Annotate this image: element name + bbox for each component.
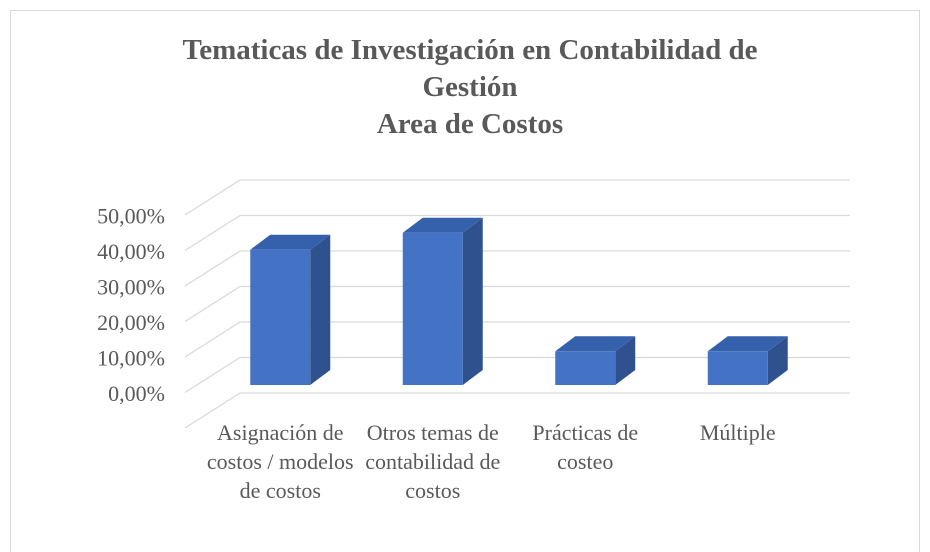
bar-side	[310, 234, 331, 385]
bar-top	[402, 217, 483, 233]
x-tick-label: Asignación de costos / modelos de costos	[206, 420, 354, 503]
grid-line	[184, 179, 850, 216]
y-tick-label: 30,00%	[97, 275, 165, 300]
y-tick-label: 10,00%	[97, 346, 165, 371]
bar-top	[250, 234, 331, 250]
y-tick-label: 20,00%	[97, 310, 165, 335]
grid-line	[184, 214, 850, 252]
bar	[250, 249, 311, 385]
grid-line	[184, 321, 850, 358]
bar	[555, 351, 616, 385]
chart-subtitle: Area de Costos	[376, 108, 564, 140]
bar	[402, 232, 463, 385]
grid-line	[184, 392, 850, 429]
bar-top	[555, 336, 636, 352]
bar-side	[767, 336, 788, 385]
x-tick-label: Múltiple	[699, 420, 776, 445]
x-tick-label: Otros temas de contabilidad de costos	[365, 420, 501, 503]
chart-title: Tematicas de Investigación en Contabilid…	[182, 34, 758, 103]
y-tick-label: 40,00%	[97, 239, 165, 264]
grid-line	[184, 356, 850, 394]
y-tick-label: 50,00%	[97, 204, 165, 229]
y-tick-label: 0,00%	[108, 381, 165, 406]
bar	[707, 351, 768, 385]
x-tick-label: Prácticas de costeo	[532, 420, 639, 474]
grid-line	[184, 285, 850, 323]
chart-frame	[10, 10, 920, 552]
grid-line	[184, 250, 850, 287]
bar-top	[707, 336, 788, 352]
bar-side	[615, 336, 636, 385]
bar-side	[462, 217, 483, 385]
